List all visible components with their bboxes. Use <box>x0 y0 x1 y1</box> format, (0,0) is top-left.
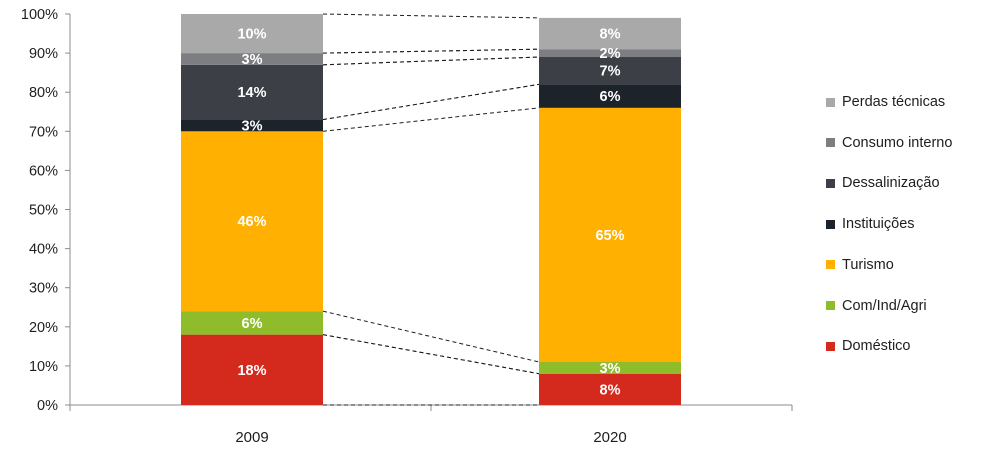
legend-label: Instituições <box>842 216 915 233</box>
x-category-label: 2009 <box>235 429 268 446</box>
bar-segment <box>181 334 323 405</box>
data-label: 8% <box>600 382 621 398</box>
connector-line <box>322 310 540 363</box>
connector-line <box>322 107 540 132</box>
y-tick-label: 10% <box>29 359 58 375</box>
data-label: 7% <box>600 64 621 80</box>
y-tick-label: 60% <box>29 163 58 179</box>
data-label: 3% <box>242 118 263 134</box>
connector-line <box>322 13 540 19</box>
legend-swatch <box>826 219 835 229</box>
bar-segment <box>539 84 681 108</box>
connector-line <box>322 83 540 121</box>
legend-swatch <box>826 260 835 270</box>
data-label: 65% <box>595 228 624 244</box>
y-tick-label: 70% <box>29 124 58 140</box>
bar-segment <box>539 49 681 58</box>
y-tick-label: 30% <box>29 281 58 297</box>
y-tick-label: 80% <box>29 85 58 101</box>
bar-segment <box>539 107 681 362</box>
x-category-label: 2020 <box>593 429 626 446</box>
bar-segment <box>181 53 323 65</box>
bar-segment <box>181 131 323 312</box>
data-label: 2% <box>600 46 621 62</box>
data-label: 8% <box>600 27 621 43</box>
y-tick-label: 100% <box>21 7 58 23</box>
legend-swatch <box>826 301 835 310</box>
bar-segment <box>181 64 323 120</box>
data-label: 14% <box>237 85 266 101</box>
connector-line <box>322 56 540 66</box>
y-tick-label: 40% <box>29 242 58 258</box>
legend-swatch <box>826 138 835 148</box>
connector-line <box>322 48 540 54</box>
legend-swatch <box>826 97 835 107</box>
data-label: 46% <box>237 214 266 230</box>
y-tick-label: 50% <box>29 203 58 219</box>
bar-segment <box>539 57 681 85</box>
legend-label: Perdas técnicas <box>842 94 946 110</box>
bar-segment <box>181 14 323 54</box>
y-tick-label: 90% <box>29 46 58 62</box>
legend-swatch <box>826 178 835 188</box>
data-label: 10% <box>237 27 266 43</box>
legend-item: Consumo interno <box>826 133 952 153</box>
y-tick-label: 0% <box>37 398 58 414</box>
legend-label: Doméstico <box>842 338 911 355</box>
legend-item: Instituições <box>826 214 915 234</box>
legend-swatch <box>826 341 835 351</box>
legend-label: Turismo <box>842 256 894 273</box>
legend-label: Dessalinização <box>842 175 940 192</box>
legend-item: Dessalinização <box>826 173 940 193</box>
legend-item: Perdas técnicas <box>826 92 945 112</box>
legend-item: Com/Ind/Agri <box>826 296 927 316</box>
data-label: 3% <box>242 52 263 68</box>
legend-item: Doméstico <box>826 336 911 356</box>
connector-line <box>322 334 540 375</box>
bar-segment <box>181 311 323 335</box>
y-tick-label: 20% <box>29 320 58 336</box>
bar-segment <box>539 361 681 374</box>
legend-item: Turismo <box>826 255 894 275</box>
connector-line <box>322 334 540 375</box>
data-label: 6% <box>242 316 263 332</box>
legend-label: Com/Ind/Agri <box>842 297 927 314</box>
data-label: 3% <box>600 361 621 377</box>
bar-segment <box>539 17 681 50</box>
bar-segment <box>181 119 323 132</box>
data-label: 6% <box>600 89 621 105</box>
bar-segment <box>539 373 681 405</box>
legend-label: Consumo interno <box>842 134 953 151</box>
data-label: 18% <box>237 363 266 379</box>
connector-line <box>322 83 540 121</box>
